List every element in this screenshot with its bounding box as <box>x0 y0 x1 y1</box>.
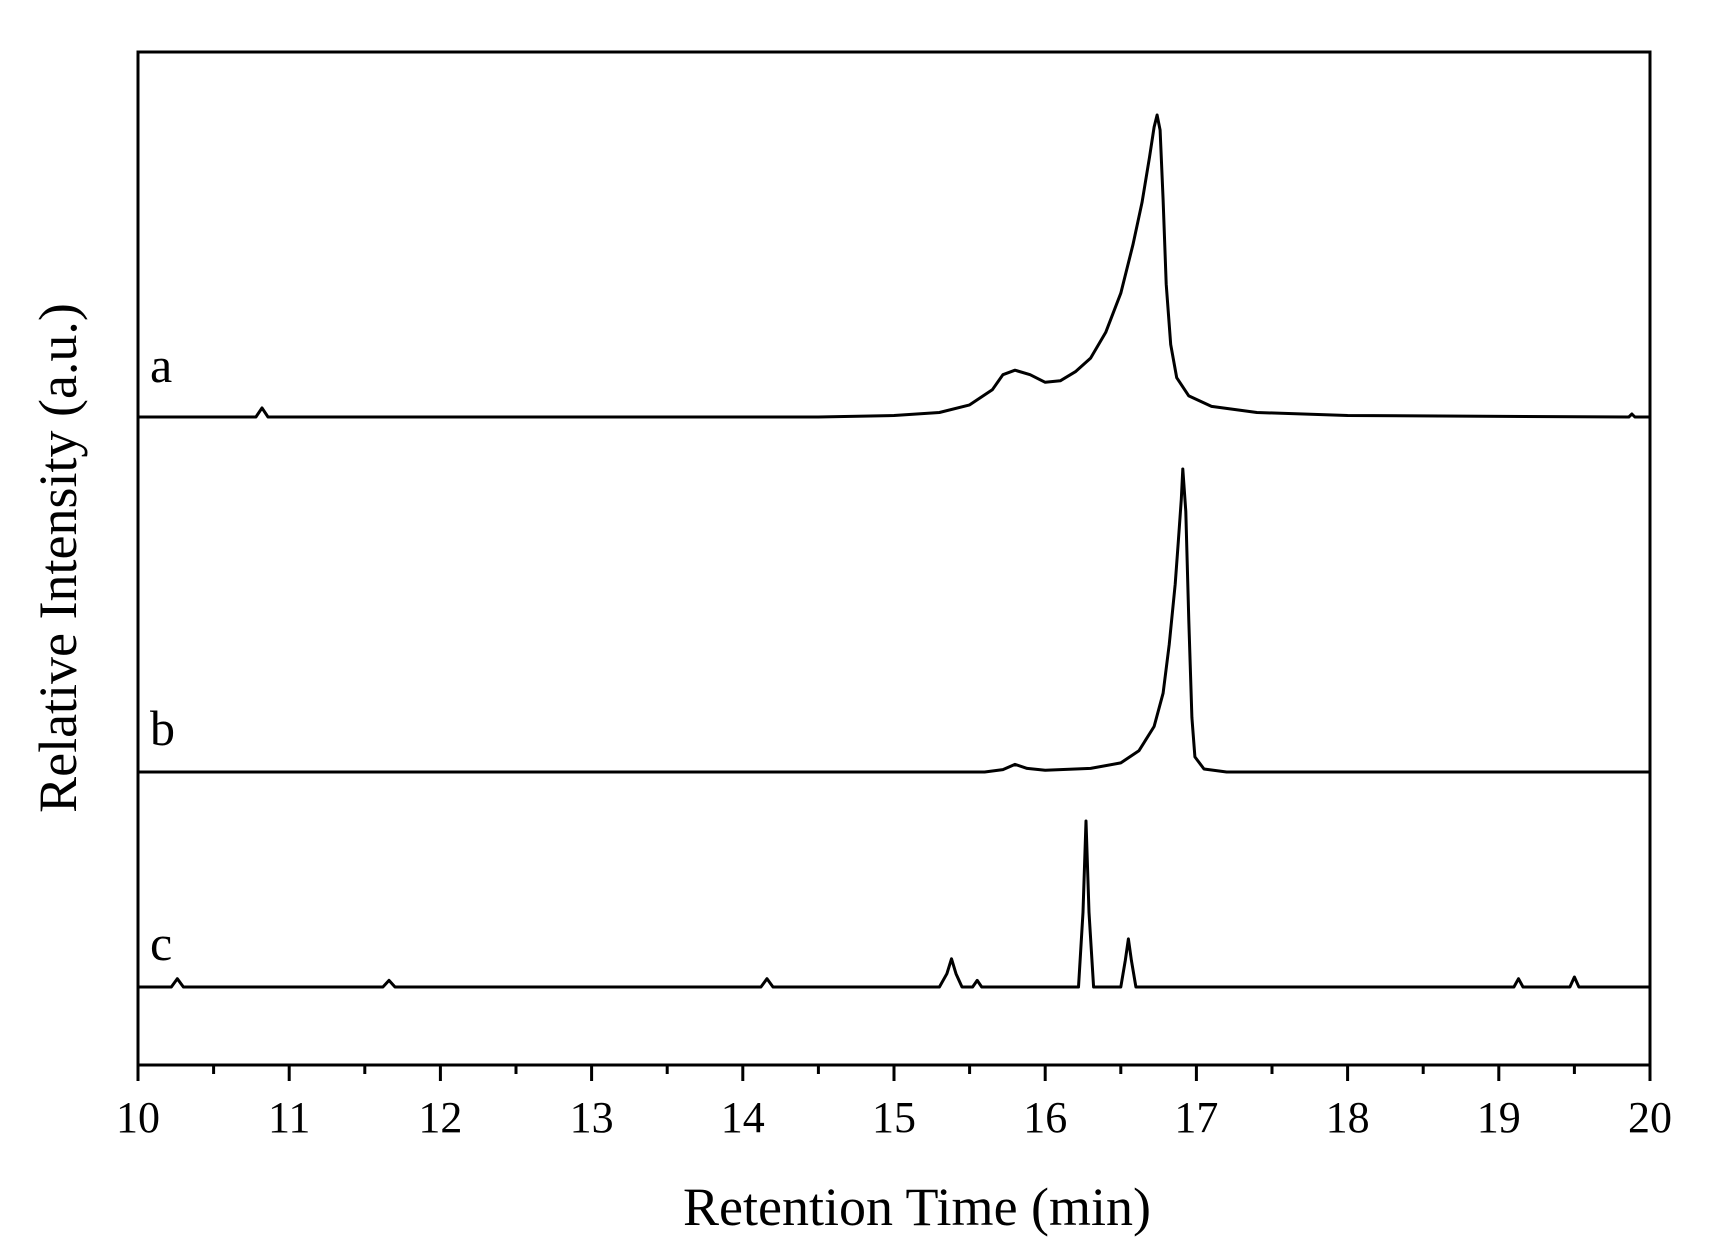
x-tick-label: 14 <box>721 1093 765 1142</box>
y-axis-label: Relative Intensity (a.u.) <box>28 303 88 813</box>
x-axis-tick-labels: 10 11 12 13 14 15 16 17 18 19 20 <box>116 1093 1672 1142</box>
x-tick-label: 12 <box>418 1093 462 1142</box>
series-label-group: a b c <box>150 337 175 971</box>
series-label-b: b <box>150 700 175 756</box>
trace-group <box>136 113 1652 989</box>
x-tick-label: 16 <box>1023 1093 1067 1142</box>
x-tick-label: 11 <box>268 1093 310 1142</box>
x-axis-ticks <box>136 1065 1652 1081</box>
trace-b <box>136 467 1652 774</box>
x-tick-label: 20 <box>1628 1093 1672 1142</box>
x-tick-label: 13 <box>570 1093 614 1142</box>
x-tick-label: 19 <box>1477 1093 1521 1142</box>
trace-c <box>136 819 1652 989</box>
x-tick-label: 15 <box>872 1093 916 1142</box>
x-tick-label: 18 <box>1326 1093 1370 1142</box>
series-label-c: c <box>150 915 172 971</box>
x-tick-label: 10 <box>116 1093 160 1142</box>
x-axis-label: Retention Time (min) <box>683 1177 1151 1237</box>
x-tick-label: 17 <box>1174 1093 1218 1142</box>
trace-a <box>136 113 1652 419</box>
series-label-a: a <box>150 337 172 393</box>
plot-frame <box>136 50 1652 1067</box>
